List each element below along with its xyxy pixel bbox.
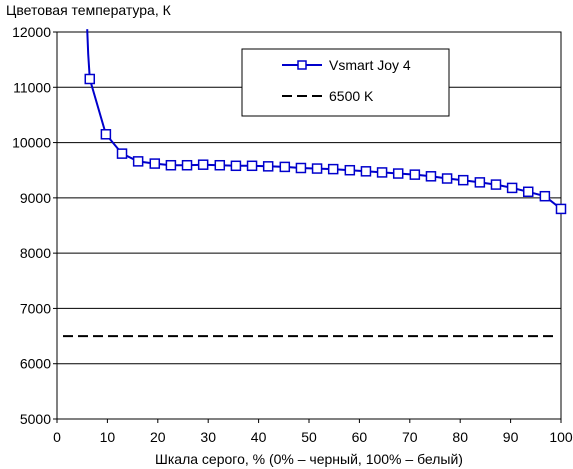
x-axis-label: Шкала серого, % (0% – черный, 100% – бел… <box>155 451 463 467</box>
data-point <box>474 177 486 188</box>
x-tick-label: 90 <box>503 429 519 445</box>
data-point <box>311 163 323 174</box>
x-tick-label: 40 <box>251 429 267 445</box>
legend-box <box>241 48 450 117</box>
data-point <box>149 158 161 169</box>
x-tick-label: 60 <box>352 429 368 445</box>
data-point <box>539 190 551 202</box>
y-tick-label: 11000 <box>13 79 51 95</box>
legend: Vsmart Joy 4 6500 K <box>241 48 450 117</box>
x-tick-label: 80 <box>452 429 468 445</box>
data-point <box>165 159 177 171</box>
y-tick-label: 8000 <box>20 245 51 261</box>
data-point <box>246 160 258 172</box>
y-tick-label: 7000 <box>20 300 51 316</box>
data-point <box>262 161 274 172</box>
x-tick-label: 30 <box>200 429 216 445</box>
data-point <box>116 148 128 159</box>
x-tick-label: 10 <box>100 429 116 445</box>
data-point <box>230 160 242 172</box>
data-point <box>344 164 356 176</box>
y-axis: 5000 6000 7000 8000 9000 10000 11000 12000 <box>12 24 57 427</box>
y-tick-label: 12000 <box>12 24 51 40</box>
x-tick-label: 70 <box>402 429 418 445</box>
data-point <box>295 162 307 174</box>
data-point <box>376 167 388 178</box>
data-point <box>506 182 518 194</box>
data-point <box>197 159 209 170</box>
x-tick-label: 20 <box>150 429 166 445</box>
y-tick-label: 9000 <box>20 190 51 206</box>
grid <box>57 31 561 420</box>
x-tick-label: 50 <box>301 429 317 445</box>
y-tick-label: 10000 <box>12 135 51 151</box>
y-tick-label: 6000 <box>20 356 51 372</box>
data-point <box>84 73 96 85</box>
data-point <box>360 166 372 177</box>
data-point <box>441 173 453 184</box>
series-vsmart-joy-4 <box>84 29 567 215</box>
legend-label-6500k: 6500 K <box>329 88 374 104</box>
x-axis: 0 10 20 30 40 50 60 70 80 90 100 <box>53 419 573 445</box>
y-tick-label: 5000 <box>20 411 51 427</box>
data-point <box>181 159 193 171</box>
data-point <box>409 169 421 180</box>
data-point <box>132 156 144 167</box>
legend-marker-vsmart <box>297 60 307 70</box>
data-point <box>522 186 534 198</box>
data-point <box>425 171 437 182</box>
data-point <box>214 159 226 171</box>
x-tick-label: 100 <box>549 429 573 445</box>
data-point <box>279 161 291 173</box>
y-axis-label: Цветовая температура, К <box>6 2 172 18</box>
data-point <box>100 129 112 140</box>
data-point <box>392 168 404 179</box>
data-point <box>327 163 339 175</box>
data-point <box>490 179 502 190</box>
data-point <box>555 203 567 215</box>
data-point <box>457 174 469 186</box>
x-tick-label: 0 <box>53 429 61 445</box>
legend-label-vsmart: Vsmart Joy 4 <box>329 57 411 73</box>
